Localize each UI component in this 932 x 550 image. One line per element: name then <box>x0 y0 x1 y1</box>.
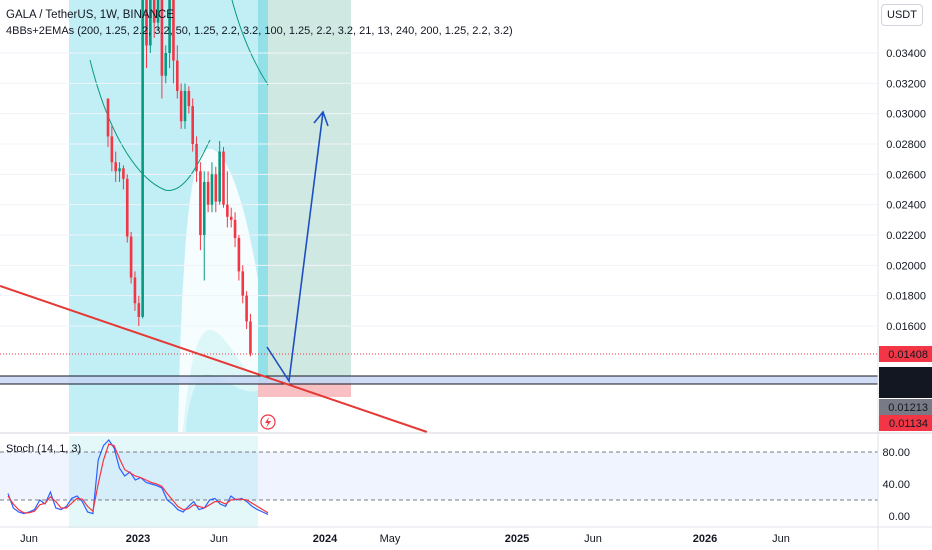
time-tick-label: 2026 <box>693 533 717 545</box>
candle-body <box>218 151 221 202</box>
candle-body <box>241 271 245 296</box>
candle-body <box>229 216 233 220</box>
price-label-text: 0.01213 <box>888 402 928 414</box>
price-label-badge <box>879 382 932 398</box>
candle-body <box>156 0 160 23</box>
price-tick-label: 0.02800 <box>886 139 926 151</box>
price-tick-label: 0.01600 <box>886 321 926 333</box>
symbol-title[interactable]: GALA / TetherUS, 1W, BINANCE <box>6 9 174 21</box>
candle-body <box>187 90 191 107</box>
cyan-zone-sub <box>69 436 258 528</box>
time-tick-label: 2025 <box>505 533 529 545</box>
descending-trendline[interactable] <box>0 285 428 433</box>
price-label-text: 0.01269 <box>888 370 928 382</box>
candle-body <box>110 136 114 163</box>
candle-body <box>172 0 175 61</box>
price-tick-label: 0.02000 <box>886 260 926 272</box>
candle-body <box>179 90 183 122</box>
candle-body <box>233 219 237 239</box>
price-tick-label: 0.03000 <box>886 109 926 121</box>
candle-body <box>152 0 156 23</box>
stoch-legend[interactable]: Stoch (14, 1, 3) <box>6 443 82 455</box>
candle-body <box>183 90 187 122</box>
candle-body <box>160 0 164 76</box>
candle-body <box>137 303 141 317</box>
stoch-axis: 80.00 40.00 0.00 <box>882 447 910 523</box>
price-tick-label: 0.02600 <box>886 169 926 181</box>
price-tick-label: 0.02400 <box>886 200 926 212</box>
price-label-text: 0.01408 <box>888 349 928 361</box>
time-tick-label: Jun <box>210 533 228 545</box>
price-tick-label: 0.02200 <box>886 230 926 242</box>
price-tick-label: 0.01800 <box>886 291 926 303</box>
stoch-series-line-1 <box>7 443 269 514</box>
price-label-badge <box>879 399 932 415</box>
candle-body <box>206 181 210 205</box>
time-axis: Jun 2023 Jun 2024 May 2025 Jun 2026 Jun <box>20 533 790 545</box>
candle-body <box>237 238 241 272</box>
candle-body <box>133 277 137 304</box>
price-tick-label: 0.03200 <box>886 78 926 90</box>
candle-body <box>191 106 194 144</box>
price-axis: 0.03400 0.03200 0.03000 0.02800 0.02600 0.024… <box>886 48 926 333</box>
candle-body <box>168 0 171 54</box>
price-label-badge <box>879 367 932 383</box>
price-tick-label: 0.03400 <box>886 48 926 60</box>
stoch-lines <box>7 439 269 515</box>
candle-body <box>214 174 218 202</box>
candle-body <box>149 0 152 46</box>
bb-line-right <box>231 0 269 86</box>
flash-bolt-glyph <box>265 417 271 428</box>
projection-arrowhead <box>313 110 329 127</box>
price-labels: 0.01408 0.01269 0.01216 0.01213 0.01134 <box>879 346 932 431</box>
projection-path[interactable] <box>266 111 324 384</box>
time-tick-label: 2023 <box>126 533 150 545</box>
price-label-badge <box>879 346 932 362</box>
candle-body <box>245 295 248 322</box>
price-label-text: 0.01216 <box>888 385 928 397</box>
candle-body <box>125 178 129 237</box>
bb-band-shape-upper <box>178 148 258 433</box>
candle-body <box>141 0 144 317</box>
time-tick-label: Jun <box>584 533 602 545</box>
currency-button[interactable]: USDT <box>881 4 923 26</box>
candle-body <box>176 60 179 91</box>
price-label-badge <box>879 415 932 431</box>
stoch-tick-label: 40.00 <box>882 479 910 491</box>
candle-body <box>118 168 121 172</box>
candle-body <box>129 236 133 278</box>
price-label-text: 0.01134 <box>889 418 928 430</box>
support-band <box>0 376 878 384</box>
time-tick-label: 2024 <box>313 533 338 545</box>
time-tick-label: Jun <box>772 533 790 545</box>
time-tick-label: Jun <box>20 533 38 545</box>
stoch-tick-label: 0.00 <box>889 511 910 523</box>
candle-body <box>122 168 125 179</box>
stoch-tick-label: 80.00 <box>882 447 910 459</box>
candle-body <box>210 174 214 205</box>
candle-body <box>106 98 110 137</box>
candle-body <box>226 204 229 217</box>
candle-body <box>114 162 117 172</box>
candle-body <box>202 181 206 235</box>
candle-body <box>164 53 168 76</box>
indicator-legend[interactable]: 4BBs+2EMAs (200, 1.25, 2.2, 3.2, 50, 1.2… <box>6 25 513 37</box>
candle-body <box>222 151 225 205</box>
candle-body <box>145 0 148 46</box>
stoch-series-line-0 <box>7 439 269 515</box>
candles <box>106 0 252 357</box>
cyan-zone-strip <box>258 0 268 382</box>
candle-body <box>199 171 202 235</box>
candle-body <box>249 321 252 354</box>
time-tick-label: May <box>380 533 401 545</box>
green-target-zone <box>268 0 351 382</box>
candle-body <box>195 144 198 172</box>
stoch-band-fill <box>0 452 878 500</box>
